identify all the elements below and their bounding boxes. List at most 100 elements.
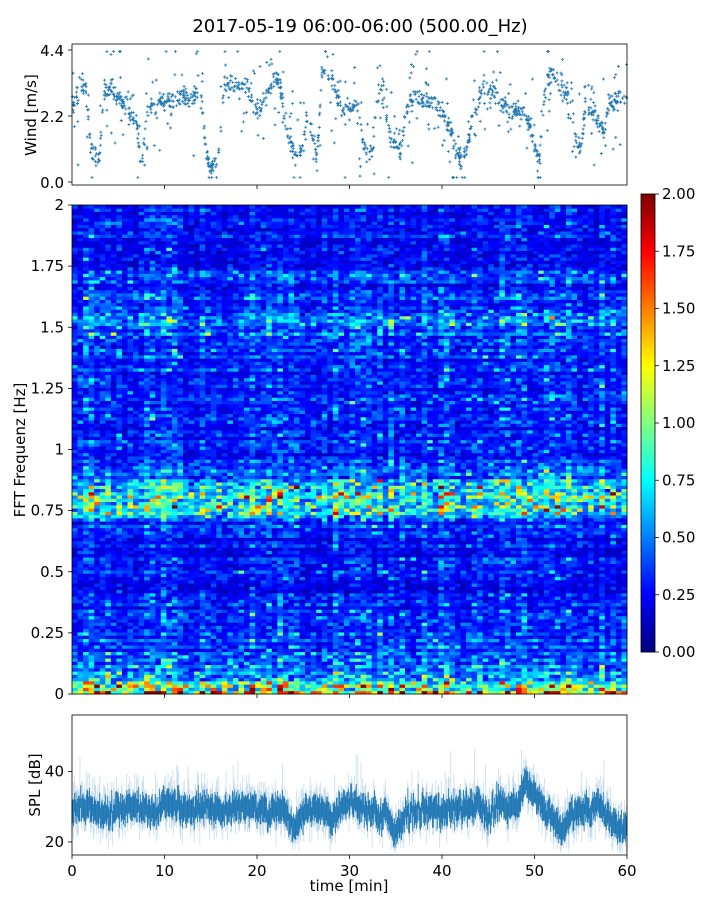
spectrogram-cell xyxy=(416,635,423,639)
spectrogram-cell xyxy=(466,680,472,685)
spectrogram-cell xyxy=(260,625,267,630)
spectrogram-cell xyxy=(405,658,411,662)
spectrogram-cell xyxy=(321,661,328,666)
spectrogram-cell xyxy=(321,658,328,662)
wind-point xyxy=(393,114,397,118)
spectrogram-cell xyxy=(294,632,300,636)
spectrogram-cell xyxy=(316,589,323,594)
spectrogram-cell xyxy=(294,667,300,672)
wind-point xyxy=(245,78,249,82)
spectrogram-cell xyxy=(288,589,295,594)
spectrogram-cell xyxy=(155,622,162,626)
spectrogram-cell xyxy=(294,602,300,607)
spectrogram-cell xyxy=(355,677,361,682)
spectrogram-cell xyxy=(466,658,472,662)
spectrogram-cell xyxy=(621,605,628,610)
spectrogram-cell xyxy=(493,638,500,643)
wind-point xyxy=(618,100,622,104)
spectrogram-cell xyxy=(144,651,151,656)
spectrogram-cell xyxy=(188,632,195,636)
spectrogram-cell xyxy=(171,671,178,675)
spectrogram-cell xyxy=(421,638,428,643)
spectrogram-cell xyxy=(349,632,356,636)
spectrogram-cell xyxy=(388,628,395,633)
spectrogram-cell xyxy=(560,602,567,607)
spectrogram-cell xyxy=(138,609,145,613)
spectrogram-cell xyxy=(166,602,173,607)
wind-point xyxy=(478,119,482,123)
spectrogram-cell xyxy=(99,619,106,623)
wind-point xyxy=(527,119,531,123)
wind-point xyxy=(359,101,363,105)
spectrogram-cell xyxy=(554,602,561,607)
wind-point xyxy=(255,107,259,111)
spectrogram-cell xyxy=(349,605,356,610)
spectrogram-cell xyxy=(72,615,78,620)
spectrogram-cell xyxy=(166,576,173,581)
spectrogram-cell xyxy=(310,619,317,623)
spectrogram-cell xyxy=(360,641,367,646)
wind-point xyxy=(358,174,362,178)
spectrogram-cell xyxy=(221,605,228,610)
spectrogram-cell xyxy=(149,596,156,600)
spectrogram-cell xyxy=(210,664,217,669)
wind-point xyxy=(342,111,346,115)
spectrogram-cell xyxy=(205,667,212,672)
spectrogram-cell xyxy=(327,615,334,620)
wind-point xyxy=(398,157,402,161)
spectrogram-cell xyxy=(382,645,389,649)
wind-point xyxy=(84,104,88,108)
spectrogram-cell xyxy=(88,625,95,630)
spectrogram-cell xyxy=(266,648,273,653)
spectrogram-cell xyxy=(577,684,583,688)
wind-point xyxy=(102,97,106,101)
spectrogram-cell xyxy=(560,599,567,604)
spectrogram-cell xyxy=(565,609,572,613)
wind-point xyxy=(533,142,537,146)
wind-point xyxy=(109,78,113,82)
spectrogram-cell xyxy=(532,586,539,591)
spectrogram-cell xyxy=(199,622,206,626)
spectrogram-cell xyxy=(516,654,522,659)
wind-point xyxy=(126,90,130,94)
spectrogram-cell xyxy=(205,684,212,688)
wind-point xyxy=(298,144,302,148)
wind-point xyxy=(421,104,425,108)
spectrogram-cell xyxy=(338,602,345,607)
spectrogram-cell xyxy=(99,592,106,597)
spectrogram-cell xyxy=(305,641,312,646)
spectrogram-cell xyxy=(138,586,145,591)
spectrogram-cell xyxy=(116,625,123,630)
spectrogram-cell xyxy=(549,645,556,649)
spectrogram-cell xyxy=(310,641,317,646)
spectrogram-cell xyxy=(210,641,217,646)
spectrogram-cell xyxy=(360,628,367,633)
wind-point xyxy=(316,136,320,140)
wind-point xyxy=(93,145,97,149)
wind-point xyxy=(519,117,523,121)
spectrogram-cell xyxy=(510,576,517,581)
spectrogram-cell xyxy=(488,576,495,581)
spectrogram-cell xyxy=(593,609,600,613)
spectrogram-cell xyxy=(72,622,78,626)
spectrogram-cell xyxy=(77,684,84,688)
spectrogram-cell xyxy=(610,596,617,600)
spectrogram-cell xyxy=(443,664,450,669)
spectrogram-cell xyxy=(388,658,395,662)
spectrogram-cell xyxy=(405,674,411,679)
spectrogram-cell xyxy=(166,645,173,649)
spectrogram-cell xyxy=(527,609,534,613)
wind-point xyxy=(583,85,587,89)
spectrogram-cell xyxy=(466,599,472,604)
spectrogram-cell xyxy=(454,638,461,643)
spectrogram-cell xyxy=(482,674,489,679)
spectrogram-cell xyxy=(310,667,317,672)
wind-point xyxy=(351,104,355,108)
wind-point xyxy=(501,110,505,114)
spectrogram-cell xyxy=(166,664,173,669)
spectrogram-cell xyxy=(249,648,256,653)
spectrogram-cell xyxy=(366,615,373,620)
spectrogram-cell xyxy=(72,628,78,633)
spectrogram-cell xyxy=(466,589,472,594)
spectrogram-cell xyxy=(249,609,256,613)
